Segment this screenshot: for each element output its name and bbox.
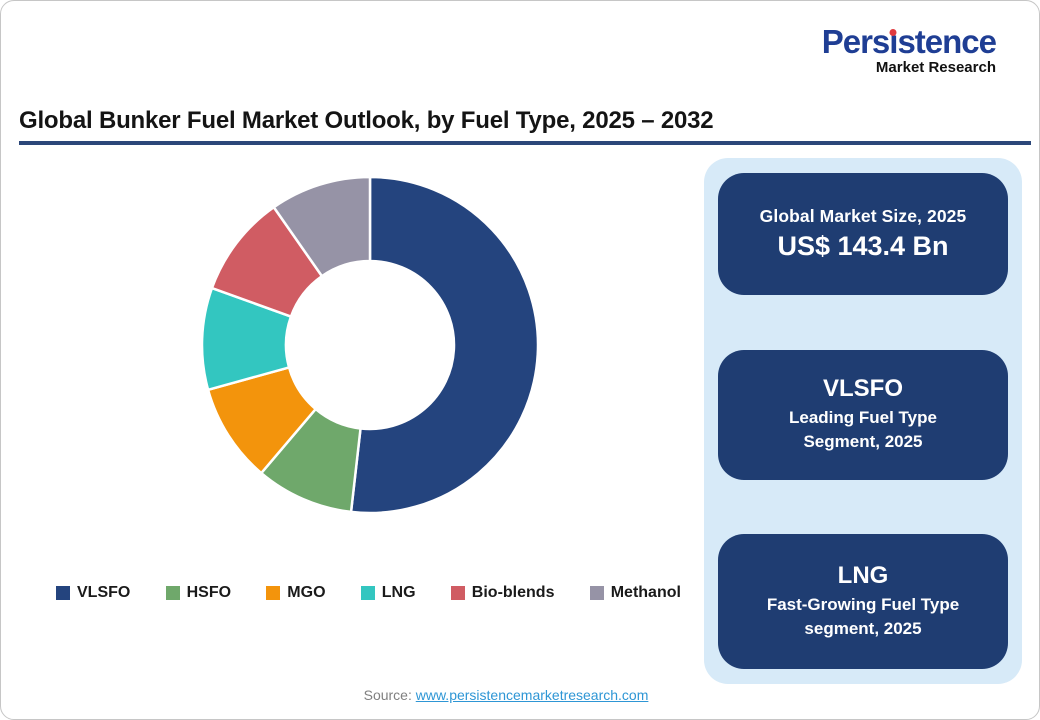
leading-segment-desc-line1: Leading Fuel Type	[789, 408, 937, 428]
legend-swatch-hsfo	[165, 586, 180, 600]
leading-segment-desc: Leading Fuel Type Segment, 2025	[789, 406, 937, 454]
source-row: Source: www.persistencemarketresearch.co…	[1, 687, 1011, 703]
legend-swatch-lng	[360, 586, 375, 600]
donut-segment-methanol	[272, 175, 372, 278]
legend-label-bio-blends: Bio-blends	[471, 584, 555, 601]
legend-label-hsfo: HSFO	[186, 584, 232, 601]
donut-segment-vlsfo	[349, 175, 540, 515]
market-size-label: Global Market Size, 2025	[759, 206, 967, 226]
title-block: Global Bunker Fuel Market Outlook, by Fu…	[19, 107, 1032, 145]
fast-growing-segment-desc-line2: segment, 2025	[804, 619, 922, 638]
logo-text-post: stence	[897, 23, 997, 60]
leading-segment-desc-line2: Segment, 2025	[803, 432, 923, 451]
page-title: Global Bunker Fuel Market Outlook, by Fu…	[19, 107, 714, 134]
legend-swatch-bio-blends	[450, 586, 465, 600]
legend-item-mgo: MGO	[266, 584, 326, 602]
legend-swatch-vlsfo	[56, 586, 70, 600]
legend-swatch-methanol	[589, 586, 604, 600]
title-underline	[19, 141, 1031, 145]
persistence-market-research-logo: Persı stence Market Research	[821, 23, 997, 76]
logo-subtitle: Market Research	[875, 58, 996, 76]
legend-label-methanol: Methanol	[610, 584, 681, 601]
leading-segment-card: VLSFO Leading Fuel Type Segment, 2025	[718, 349, 1008, 480]
legend-item-bio-blends: Bio-blends	[450, 584, 555, 602]
market-size-card: Global Market Size, 2025 US$ 143.4 Bn	[718, 173, 1008, 295]
logo-red-dot-icon	[889, 29, 897, 36]
source-link[interactable]: www.persistencemarketresearch.com	[415, 687, 649, 703]
chart-legend: VLSFO HSFO MGO LNG Bio-blends Methanol	[56, 584, 681, 602]
logo-text-pre: Pers	[821, 23, 891, 60]
logo-letter-i: ı	[889, 23, 898, 60]
fast-growing-segment-card: LNG Fast-Growing Fuel Type segment, 2025	[718, 534, 1008, 669]
legend-label-vlsfo: VLSFO	[77, 584, 131, 601]
legend-swatch-mgo	[266, 586, 281, 600]
highlights-panel: Global Market Size, 2025 US$ 143.4 Bn VL…	[704, 158, 1022, 684]
legend-item-methanol: Methanol	[589, 584, 681, 602]
legend-label-lng: LNG	[381, 584, 416, 601]
fast-growing-segment-desc: Fast-Growing Fuel Type segment, 2025	[767, 593, 959, 641]
legend-label-mgo: MGO	[287, 584, 326, 601]
fast-growing-segment-name: LNG	[837, 562, 889, 590]
legend-item-lng: LNG	[360, 584, 416, 602]
legend-item-vlsfo: VLSFO	[56, 584, 130, 602]
donut-chart	[200, 175, 540, 515]
market-size-value: US$ 143.4 Bn	[777, 231, 949, 261]
fast-growing-segment-desc-line1: Fast-Growing Fuel Type	[766, 595, 960, 615]
source-label: Source:	[363, 687, 412, 703]
legend-item-hsfo: HSFO	[165, 584, 232, 602]
logo-brand-text: Persı stence	[821, 23, 997, 60]
logo-letter-i-stem: ı	[889, 23, 898, 60]
leading-segment-name: VLSFO	[822, 375, 903, 403]
